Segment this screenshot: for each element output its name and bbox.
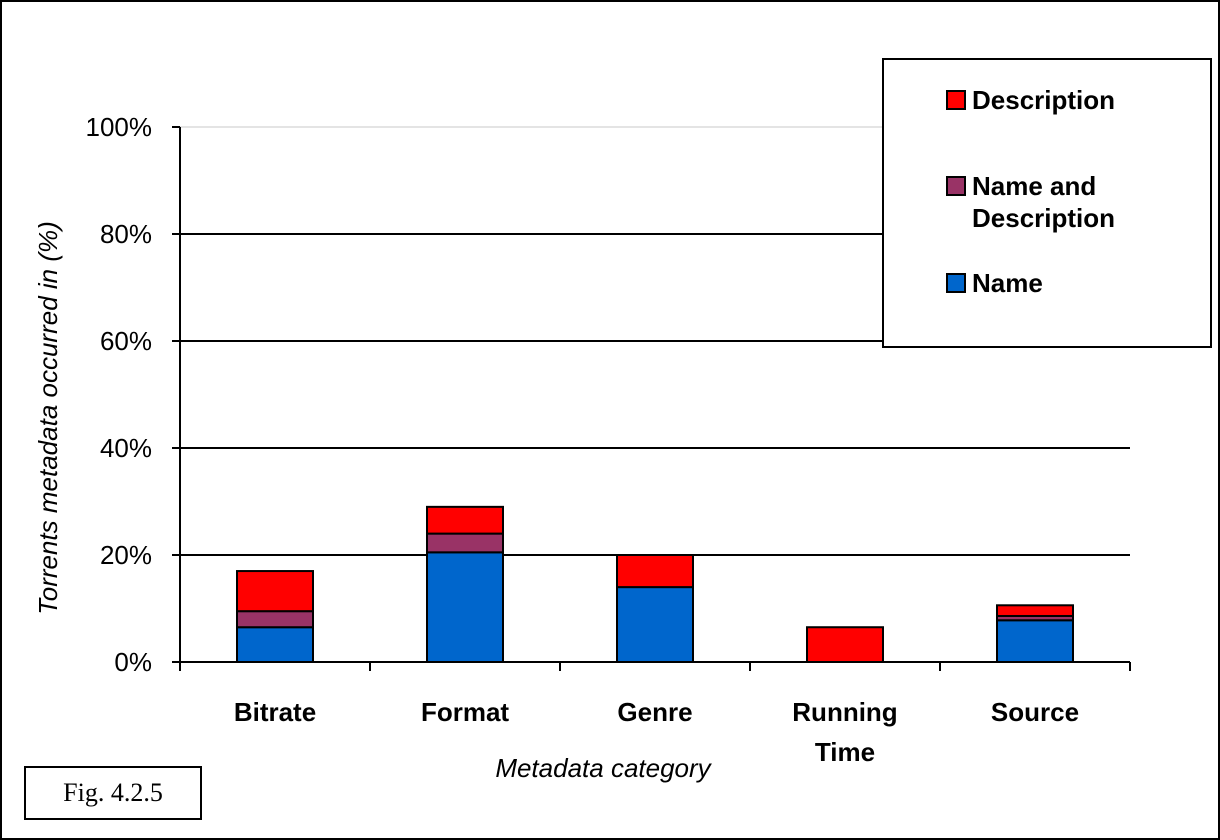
x-tick-labels: Bitrate Format Genre Running Time Source: [234, 697, 1079, 767]
y-tick-label: 100%: [86, 112, 153, 142]
y-tick-label: 20%: [100, 540, 152, 570]
legend-label-name: Name: [972, 268, 1043, 298]
x-axis-title: Metadata category: [495, 753, 712, 783]
bar-segment: [616, 586, 694, 663]
legend-item-name: Name: [946, 267, 1043, 299]
x-tick-label: Time: [815, 737, 875, 767]
bar-segment: [426, 505, 504, 535]
bar-segment: [806, 626, 884, 663]
bar-segment: [616, 554, 694, 589]
bar-segment: [996, 604, 1074, 617]
legend: Description Name and Description Name: [882, 58, 1212, 348]
x-tick-label: Genre: [617, 697, 692, 727]
legend-item-description: Description: [946, 84, 1115, 116]
bar-segment: [426, 532, 504, 554]
y-tick-label: 0%: [114, 647, 152, 677]
y-tick-labels: 0% 20% 40% 60% 80% 100%: [86, 112, 153, 677]
legend-swatch-name: [946, 273, 966, 293]
x-tick-label: Bitrate: [234, 697, 316, 727]
legend-item-name-and-description: Name and Description: [946, 170, 1115, 234]
x-tick-label: Running: [792, 697, 897, 727]
y-tick-label: 40%: [100, 433, 152, 463]
figure-label: Fig. 4.2.5: [24, 766, 202, 820]
legend-swatch-description: [946, 90, 966, 110]
axes: [179, 127, 1131, 671]
y-axis-title: Torrents metadata occurred in (%): [33, 221, 63, 615]
legend-label-line-1: Name and: [972, 171, 1097, 201]
legend-swatch-name-and-description: [946, 176, 966, 196]
bars: [236, 505, 1074, 664]
bar-segment: [996, 619, 1074, 664]
bar-segment: [236, 610, 314, 629]
legend-label-line-2: Description: [972, 203, 1116, 233]
y-tick-label: 60%: [100, 326, 152, 356]
y-tick-label: 80%: [100, 219, 152, 249]
bar-segment: [236, 570, 314, 613]
x-tick-label: Source: [991, 697, 1079, 727]
x-tick-label: Format: [421, 697, 509, 727]
bar-segment: [236, 626, 314, 663]
bar-segment: [426, 551, 504, 664]
legend-label-description: Description: [972, 85, 1116, 115]
legend-label-name-and-description: Name and Description: [972, 170, 1115, 234]
